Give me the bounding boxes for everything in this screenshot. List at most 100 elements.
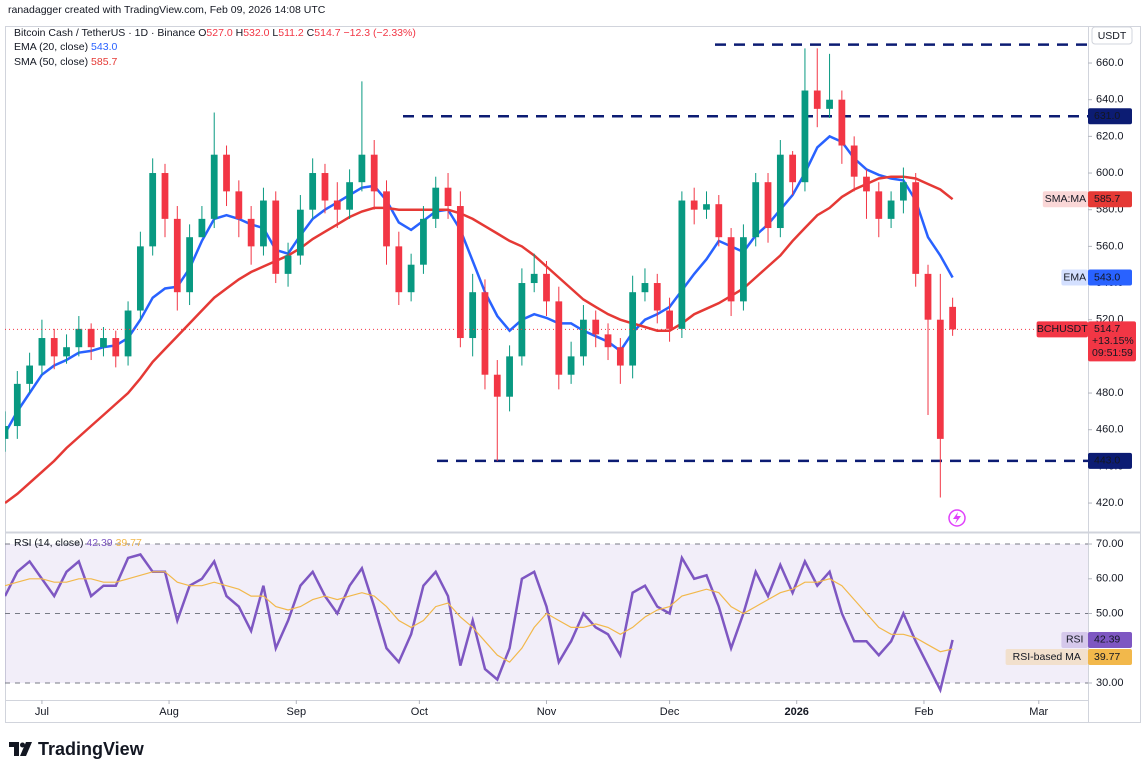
- candle-body: [493, 374, 501, 397]
- legend-value: 39.77: [116, 537, 142, 549]
- candle-body: [5, 426, 9, 439]
- x-tick-label: Oct: [411, 706, 428, 718]
- legend-name: EMA (20, close): [14, 41, 88, 53]
- legend-rsi: RSI (14, close) 42.39 39.77: [14, 537, 142, 549]
- candle-body: [235, 191, 243, 219]
- tag-value-box: [1088, 269, 1132, 286]
- candle-body: [838, 99, 846, 146]
- y-tick-label: 660.0: [1096, 57, 1124, 69]
- level-tag-box: [1088, 108, 1132, 125]
- tag-value-box: [1088, 191, 1132, 208]
- x-tick-label: Nov: [537, 706, 557, 718]
- frame: [5, 26, 1141, 723]
- candle-body: [420, 218, 427, 265]
- tag-label: SMA:MA: [1045, 193, 1086, 205]
- candle-body: [161, 173, 169, 219]
- level-tag: 631.0: [1094, 110, 1120, 122]
- tag-label: RSI-based MA: [1013, 651, 1081, 663]
- candle-body: [198, 218, 206, 238]
- candle-body: [210, 154, 218, 219]
- brand-name: TradingView: [38, 739, 145, 759]
- candle-body: [469, 292, 477, 339]
- candle-body: [616, 347, 624, 366]
- candle-body: [887, 200, 895, 219]
- y-tick-label: 640.0: [1096, 94, 1124, 106]
- candle-body: [629, 292, 637, 366]
- axes: 420.0440.0460.0480.0500.0520.0540.0560.0…: [35, 57, 1136, 718]
- x-tick-label: Sep: [287, 706, 307, 718]
- candle-body: [333, 200, 341, 210]
- tag-value: 543.0: [1094, 271, 1120, 283]
- candle-body: [518, 283, 526, 357]
- tag-value: 39.77: [1094, 651, 1120, 663]
- candle-body: [260, 200, 267, 247]
- candle-body: [789, 154, 797, 183]
- candle-body: [63, 347, 70, 357]
- candle-body: [727, 237, 735, 302]
- candle-body: [678, 200, 686, 329]
- alert-icon: [948, 509, 966, 527]
- alert-bolt: [953, 512, 961, 524]
- level-tag: 443.0: [1094, 455, 1120, 467]
- candle-body: [740, 237, 747, 302]
- legend-value: 42.39: [86, 537, 112, 549]
- legend-value: 585.7: [91, 56, 117, 68]
- legend-ema: EMA (20, close) 543.0: [14, 41, 117, 53]
- currency: USDT: [1098, 30, 1127, 42]
- candle-body: [776, 154, 784, 229]
- candle-body: [949, 306, 957, 330]
- candle-body: [50, 338, 58, 357]
- credit: ranadagger created with TradingView.com,…: [8, 4, 326, 16]
- candle-body: [826, 99, 833, 109]
- candle-body: [703, 204, 710, 210]
- y-tick-label: 60.00: [1096, 573, 1124, 585]
- candle-body: [346, 182, 353, 210]
- y-tick-label: 480.0: [1096, 387, 1124, 399]
- x-tick-label: Dec: [660, 706, 680, 718]
- alert-ring: [948, 509, 966, 527]
- rsi-pane: [5, 543, 1088, 694]
- legend-name: SMA (50, close): [14, 56, 88, 68]
- y-tick-label: 70.00: [1096, 538, 1124, 550]
- candle-body: [186, 237, 193, 293]
- candle-body: [223, 154, 230, 192]
- candle-body: [321, 173, 329, 201]
- tag-label: EMA: [1063, 271, 1086, 283]
- level-tag-box: [1088, 452, 1132, 469]
- candle-body: [136, 246, 144, 311]
- x-tick-label: Aug: [159, 706, 179, 718]
- ohlc-change: −12.3 (−2.33%): [343, 27, 415, 39]
- candle-body: [481, 292, 489, 375]
- x-tick-label: Jul: [35, 706, 49, 718]
- candle-body: [764, 182, 772, 229]
- candle-body: [924, 273, 932, 320]
- x-tick-label: Feb: [914, 706, 933, 718]
- legend-ohlc: Bitcoin Cash / TetherUS · 1D · Binance O…: [14, 27, 416, 39]
- ohlc-value: 511.2: [278, 27, 304, 39]
- candle-body: [112, 338, 120, 357]
- legend-value: 543.0: [91, 41, 117, 53]
- y-tick-label: 50.00: [1096, 607, 1124, 619]
- candle-body: [173, 218, 181, 293]
- logo-mark: [9, 742, 19, 756]
- candle-body: [752, 182, 760, 238]
- legend-name: RSI (14, close): [14, 537, 83, 549]
- ohlc-value: 514.7: [314, 27, 340, 39]
- candle-body: [641, 283, 649, 293]
- y-tick-label: 460.0: [1096, 424, 1124, 436]
- candle-body: [875, 191, 883, 219]
- candle-body: [370, 154, 378, 192]
- main-pane: [5, 43, 1088, 505]
- tag-label-box: [1061, 269, 1088, 286]
- price-tag-value: 514.7: [1094, 323, 1120, 335]
- candle-body: [407, 264, 415, 293]
- tag-value-box: [1088, 631, 1132, 648]
- candle-body: [124, 310, 132, 357]
- candle-body: [284, 255, 292, 274]
- overlay-line: [5, 134, 954, 435]
- ohlc-value: 527.0: [206, 27, 232, 39]
- tag-label-box: [1005, 649, 1088, 666]
- ohlc-value: 532.0: [243, 27, 269, 39]
